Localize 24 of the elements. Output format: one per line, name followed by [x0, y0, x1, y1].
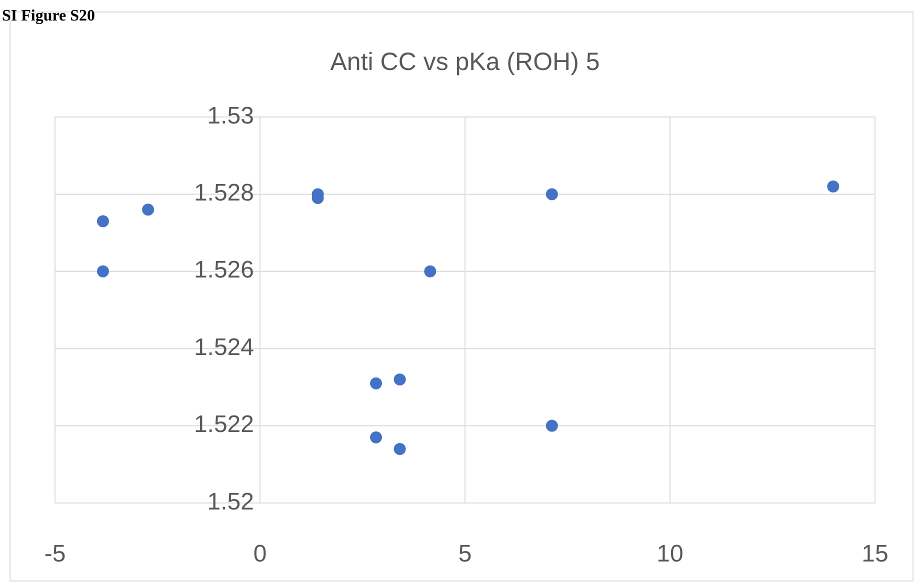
- y-tick-label: 1.528: [194, 180, 254, 207]
- y-tick-label: 1.52: [207, 488, 254, 516]
- point: [394, 373, 406, 386]
- y-tick-label: 1.53: [207, 102, 254, 130]
- y-tick-label: 1.526: [194, 256, 254, 284]
- point: [827, 180, 840, 192]
- point: [546, 188, 558, 200]
- x-tick-label: 10: [656, 540, 684, 568]
- y-tick-label: 1.524: [194, 334, 254, 361]
- chart-title: Anti CC vs pKa (ROH) 5: [330, 48, 600, 76]
- point: [96, 215, 109, 228]
- point: [370, 431, 382, 444]
- x-tick-label: 0: [253, 540, 267, 568]
- text: SI Figure S20: [2, 7, 96, 24]
- point: [142, 204, 154, 216]
- point: [424, 265, 436, 278]
- x-tick-label: 15: [862, 540, 888, 568]
- point: [96, 265, 109, 278]
- x-tick-label: 5: [458, 540, 472, 568]
- point: [546, 420, 558, 432]
- point: [394, 442, 406, 455]
- point: [370, 377, 382, 390]
- x-tick-label: -5: [44, 540, 66, 568]
- y-tick-label: 1.522: [194, 411, 254, 438]
